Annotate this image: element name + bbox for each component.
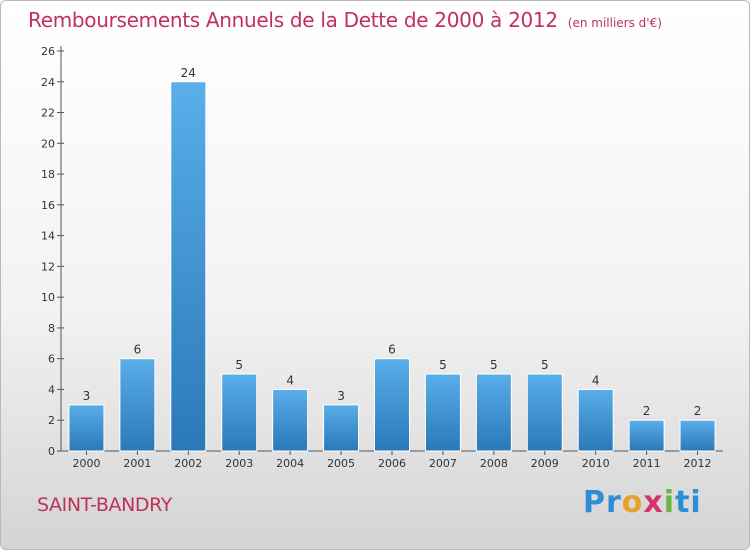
bar-2004	[272, 388, 309, 452]
x-tick-label-2006: 2006	[378, 457, 406, 470]
bar-2003	[221, 373, 258, 452]
y-tick-label: 8	[48, 322, 55, 335]
y-tick-label: 24	[41, 76, 55, 89]
value-label-2005: 3	[337, 389, 345, 403]
bar-2009	[526, 373, 563, 452]
y-tick-label: 0	[48, 445, 55, 458]
x-tick-label-2002: 2002	[174, 457, 202, 470]
bar-2007	[424, 373, 461, 452]
value-label-2000: 3	[83, 389, 91, 403]
x-tick-label-2000: 2000	[72, 457, 100, 470]
y-tick-label: 12	[41, 260, 55, 273]
value-label-2004: 4	[286, 373, 294, 387]
value-label-2007: 5	[439, 358, 447, 372]
y-tick-label: 22	[41, 107, 55, 120]
bar-2008	[475, 373, 512, 452]
value-label-2006: 6	[388, 343, 396, 357]
y-tick-label: 2	[48, 414, 55, 427]
x-tick-label-2011: 2011	[633, 457, 661, 470]
x-tick-label-2005: 2005	[327, 457, 355, 470]
value-label-2011: 2	[643, 404, 651, 418]
bar-2010	[577, 388, 614, 452]
logo-part-1: Pr	[583, 485, 622, 520]
value-label-2003: 5	[235, 358, 243, 372]
y-tick-label: 20	[41, 137, 55, 150]
logo-part-2: o	[621, 485, 644, 520]
y-tick-label: 16	[41, 199, 55, 212]
x-tick-label-2007: 2007	[429, 457, 457, 470]
y-tick-label: 18	[41, 168, 55, 181]
bar-2001	[119, 358, 156, 452]
bar-2006	[374, 358, 410, 452]
town-name: SAINT-BANDRY	[37, 494, 172, 516]
chart-subtitle: (en milliers d'€)	[567, 16, 662, 30]
bar-2005	[323, 404, 360, 452]
logo-part-4: i	[663, 485, 676, 520]
x-tick-label-2009: 2009	[531, 457, 559, 470]
value-label-2008: 5	[490, 358, 498, 372]
y-tick-label: 14	[41, 230, 55, 243]
proxiti-logo: Proxiti	[583, 485, 702, 520]
chart-title-text: Remboursements Annuels de la Dette de 20…	[28, 8, 558, 32]
value-label-2010: 4	[592, 373, 600, 387]
value-label-2002: 24	[181, 66, 196, 80]
y-tick-label: 4	[48, 383, 55, 396]
x-tick-label-2008: 2008	[480, 457, 508, 470]
x-tick-label-2004: 2004	[276, 457, 304, 470]
chart-title: Remboursements Annuels de la Dette de 20…	[28, 8, 662, 32]
x-tick-label-2010: 2010	[582, 457, 610, 470]
bar-2011	[628, 419, 665, 452]
value-label-2009: 5	[541, 358, 549, 372]
bar-2000	[68, 404, 105, 452]
bar-2002	[170, 81, 207, 452]
logo-part-3: x	[643, 485, 664, 520]
y-tick-label: 10	[41, 291, 55, 304]
y-tick-label: 26	[41, 45, 55, 58]
x-tick-label-2001: 2001	[123, 457, 151, 470]
x-tick-label-2012: 2012	[684, 457, 712, 470]
x-tick-label-2003: 2003	[225, 457, 253, 470]
value-label-2001: 6	[134, 343, 142, 357]
logo-part-5: ti	[675, 485, 702, 520]
bar-2012	[679, 419, 716, 452]
value-label-2012: 2	[694, 404, 702, 418]
y-tick-label: 6	[48, 353, 55, 366]
